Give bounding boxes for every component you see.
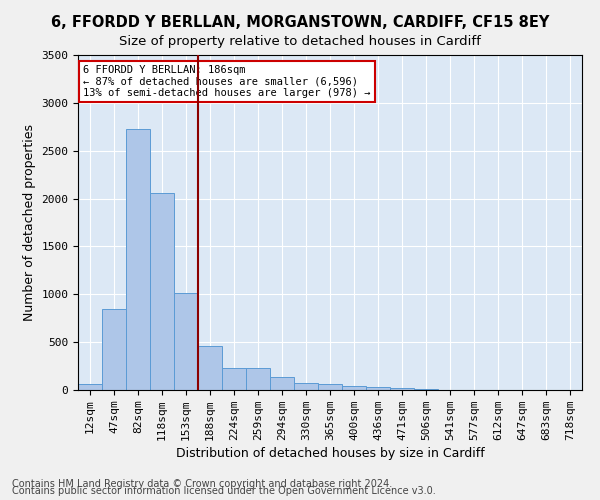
Bar xyxy=(318,384,342,390)
Bar xyxy=(390,388,414,390)
Bar xyxy=(150,193,174,390)
X-axis label: Distribution of detached houses by size in Cardiff: Distribution of detached houses by size … xyxy=(176,447,484,460)
Bar xyxy=(414,389,438,390)
Bar xyxy=(126,128,150,390)
Bar xyxy=(102,308,126,390)
Y-axis label: Number of detached properties: Number of detached properties xyxy=(23,124,36,321)
Bar xyxy=(294,383,318,390)
Text: Contains HM Land Registry data © Crown copyright and database right 2024.: Contains HM Land Registry data © Crown c… xyxy=(12,479,392,489)
Bar xyxy=(246,368,270,390)
Text: 6, FFORDD Y BERLLAN, MORGANSTOWN, CARDIFF, CF15 8EY: 6, FFORDD Y BERLLAN, MORGANSTOWN, CARDIF… xyxy=(51,15,549,30)
Bar xyxy=(174,294,198,390)
Bar xyxy=(198,346,222,390)
Bar xyxy=(366,387,390,390)
Bar xyxy=(342,386,366,390)
Text: Size of property relative to detached houses in Cardiff: Size of property relative to detached ho… xyxy=(119,35,481,48)
Bar xyxy=(222,368,246,390)
Bar xyxy=(78,384,102,390)
Text: 6 FFORDD Y BERLLAN: 186sqm
← 87% of detached houses are smaller (6,596)
13% of s: 6 FFORDD Y BERLLAN: 186sqm ← 87% of deta… xyxy=(83,65,371,98)
Bar xyxy=(270,376,294,390)
Text: Contains public sector information licensed under the Open Government Licence v3: Contains public sector information licen… xyxy=(12,486,436,496)
